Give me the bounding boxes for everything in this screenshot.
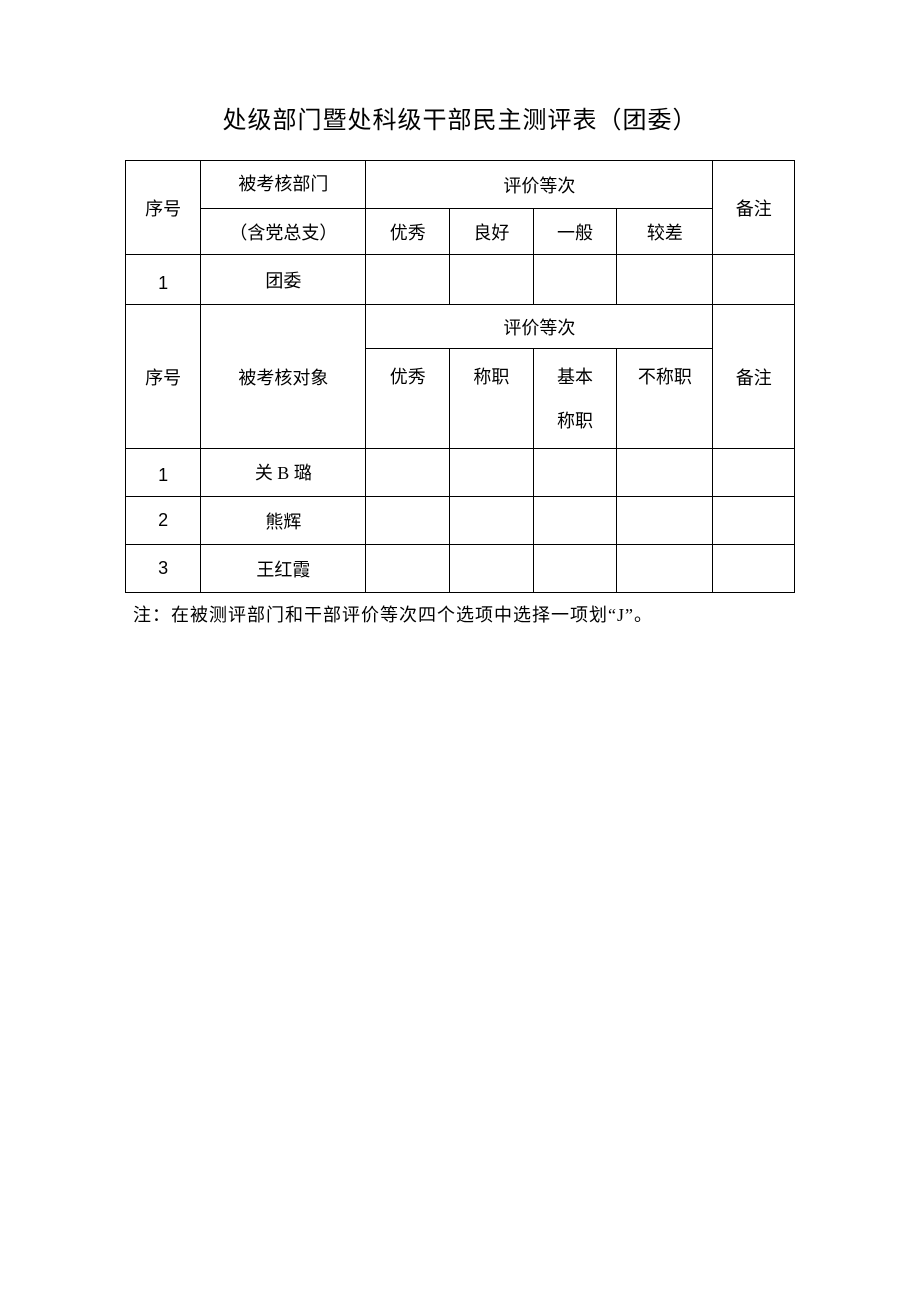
- cell-remark[interactable]: [713, 497, 795, 545]
- footnote: 注：在被测评部门和干部评价等次四个选项中选择一项划“J”。: [125, 601, 795, 627]
- rating-label: 基本: [533, 349, 617, 403]
- cell-rating[interactable]: [366, 449, 450, 497]
- dept-data-row: 1 团委: [126, 255, 795, 305]
- person-data-row: 3 王红霞: [126, 545, 795, 593]
- cell-seq: 1: [126, 255, 201, 305]
- cell-rating[interactable]: [366, 545, 450, 593]
- cell-rating[interactable]: [533, 449, 617, 497]
- col-header-subject: 被考核部门: [201, 161, 366, 209]
- rating-label-sub: [617, 403, 713, 449]
- cell-rating[interactable]: [450, 497, 534, 545]
- page-title: 处级部门暨处科级干部民主测评表（团委）: [125, 100, 795, 135]
- person-header-row-1: 序号 被考核对象 评价等次 备注: [126, 305, 795, 349]
- col-header-seq: 序号: [126, 305, 201, 449]
- cell-rating[interactable]: [450, 545, 534, 593]
- cell-rating[interactable]: [450, 255, 534, 305]
- evaluation-table: 序号 被考核部门 评价等次 备注 （含党总支） 优秀 良好 一般 较差 1 团委…: [125, 160, 795, 593]
- cell-rating[interactable]: [617, 497, 713, 545]
- rating-label: 不称职: [617, 349, 713, 403]
- rating-label-sub: 称职: [533, 403, 617, 449]
- col-header-subject: 被考核对象: [201, 305, 366, 449]
- cell-subject: 团委: [201, 255, 366, 305]
- cell-subject: 熊辉: [201, 497, 366, 545]
- dept-header-row-2: （含党总支） 优秀 良好 一般 较差: [126, 209, 795, 255]
- person-data-row: 2 熊辉: [126, 497, 795, 545]
- cell-seq: 1: [126, 449, 201, 497]
- col-header-rating: 评价等次: [366, 305, 713, 349]
- cell-rating[interactable]: [617, 545, 713, 593]
- cell-remark[interactable]: [713, 545, 795, 593]
- cell-rating[interactable]: [533, 545, 617, 593]
- cell-remark[interactable]: [713, 255, 795, 305]
- person-data-row: 1 关 B 璐: [126, 449, 795, 497]
- rating-label: 一般: [533, 209, 617, 255]
- cell-rating[interactable]: [366, 255, 450, 305]
- col-header-seq: 序号: [126, 161, 201, 255]
- cell-rating[interactable]: [617, 255, 713, 305]
- cell-subject: 王红霞: [201, 545, 366, 593]
- cell-remark[interactable]: [713, 449, 795, 497]
- rating-label: 较差: [617, 209, 713, 255]
- col-header-rating: 评价等次: [366, 161, 713, 209]
- rating-label: 优秀: [366, 209, 450, 255]
- col-header-remark: 备注: [713, 161, 795, 255]
- col-header-subject-sub: （含党总支）: [201, 209, 366, 255]
- cell-rating[interactable]: [533, 255, 617, 305]
- cell-seq: 2: [126, 497, 201, 545]
- cell-rating[interactable]: [366, 497, 450, 545]
- col-header-remark: 备注: [713, 305, 795, 449]
- rating-label: 称职: [450, 349, 534, 403]
- dept-header-row-1: 序号 被考核部门 评价等次 备注: [126, 161, 795, 209]
- cell-rating[interactable]: [533, 497, 617, 545]
- cell-subject: 关 B 璐: [201, 449, 366, 497]
- rating-label-sub: [366, 403, 450, 449]
- rating-label-sub: [450, 403, 534, 449]
- cell-rating[interactable]: [450, 449, 534, 497]
- cell-rating[interactable]: [617, 449, 713, 497]
- rating-label: 优秀: [366, 349, 450, 403]
- rating-label: 良好: [450, 209, 534, 255]
- cell-seq: 3: [126, 545, 201, 593]
